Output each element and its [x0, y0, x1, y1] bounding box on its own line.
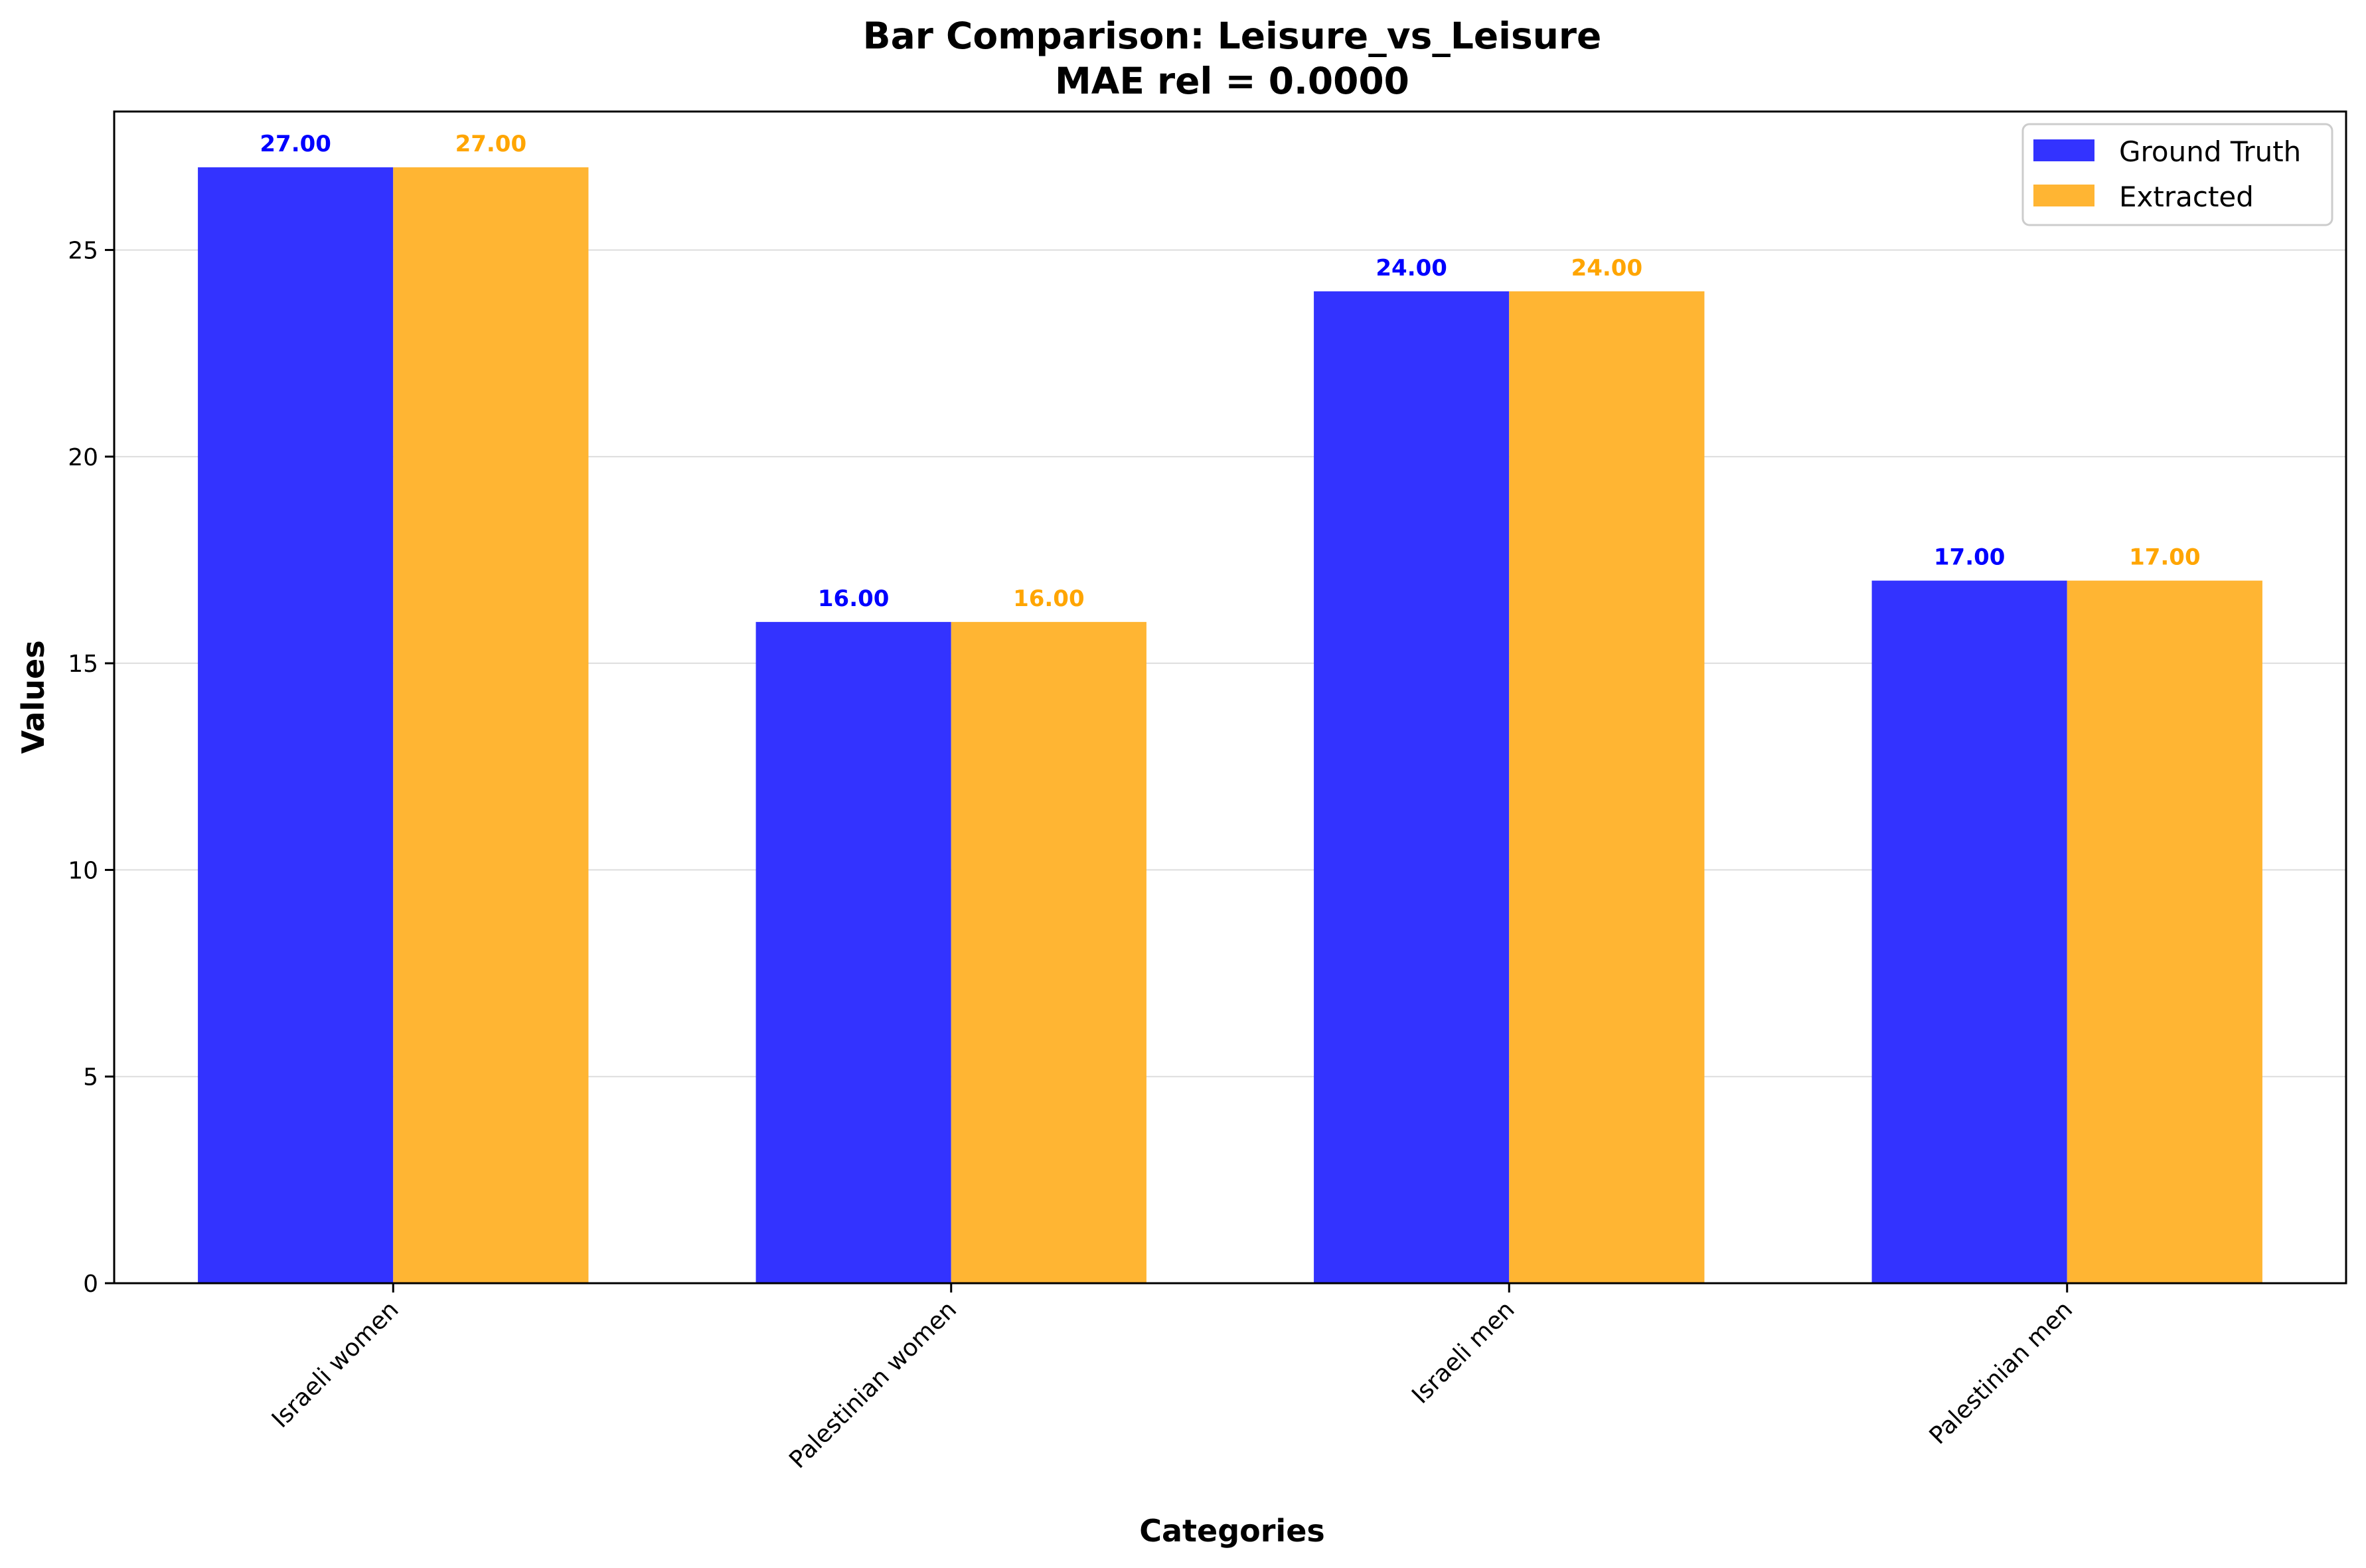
- bar-value-label: 27.00: [260, 131, 331, 157]
- bar-value-label: 17.00: [2129, 544, 2201, 571]
- y-axis-title: Values: [15, 640, 51, 753]
- legend-swatch-ground-truth: [2033, 139, 2094, 161]
- legend: Ground Truth Extracted: [2021, 123, 2333, 226]
- bar-extracted-palestinian-women: [951, 621, 1146, 1283]
- legend-label-ground-truth: Ground Truth: [2119, 135, 2301, 168]
- x-axis-title: Categories: [1139, 1513, 1325, 1549]
- bar-value-label: 24.00: [1376, 255, 1447, 281]
- y-tick-label: 25: [68, 238, 98, 265]
- legend-swatch-extracted: [2033, 185, 2094, 206]
- bars: [198, 167, 2262, 1284]
- bar-ground-truth-palestinian-men: [1871, 580, 2067, 1283]
- bar-value-label: 27.00: [455, 131, 527, 157]
- legend-box: [2021, 123, 2333, 226]
- bar-value-label: 17.00: [1934, 544, 2006, 571]
- legend-label-extracted: Extracted: [2119, 181, 2254, 213]
- chart-subtitle: MAE rel = 0.0000: [1055, 60, 1409, 102]
- bar-ground-truth-palestinian-women: [755, 621, 951, 1283]
- bar-value-labels: 27.00 16.00 24.00 17.00 27.00 16.00 24.00 17.00: [260, 131, 2200, 612]
- y-tick-label: 0: [83, 1271, 98, 1298]
- bar-extracted-israeli-men: [1509, 291, 1705, 1284]
- y-axis-ticks: 0 5 10 15 20 25: [68, 238, 114, 1298]
- bar-ground-truth-israeli-women: [198, 167, 394, 1284]
- bar-value-label: 24.00: [1571, 255, 1643, 281]
- plot-frame: [113, 110, 2347, 1285]
- bar-extracted-palestinian-men: [2067, 580, 2262, 1283]
- y-tick-label: 20: [68, 444, 98, 471]
- bar-extracted-israeli-women: [393, 167, 589, 1284]
- bar-value-label: 16.00: [1013, 586, 1085, 612]
- chart-title: Bar Comparison: Leisure_vs_Leisure: [863, 15, 1602, 57]
- bar-value-label: 16.00: [818, 586, 890, 612]
- y-tick-label: 10: [68, 857, 98, 884]
- bar-ground-truth-israeli-men: [1314, 291, 1510, 1284]
- y-tick-label: 15: [68, 651, 98, 678]
- y-tick-label: 5: [83, 1064, 98, 1091]
